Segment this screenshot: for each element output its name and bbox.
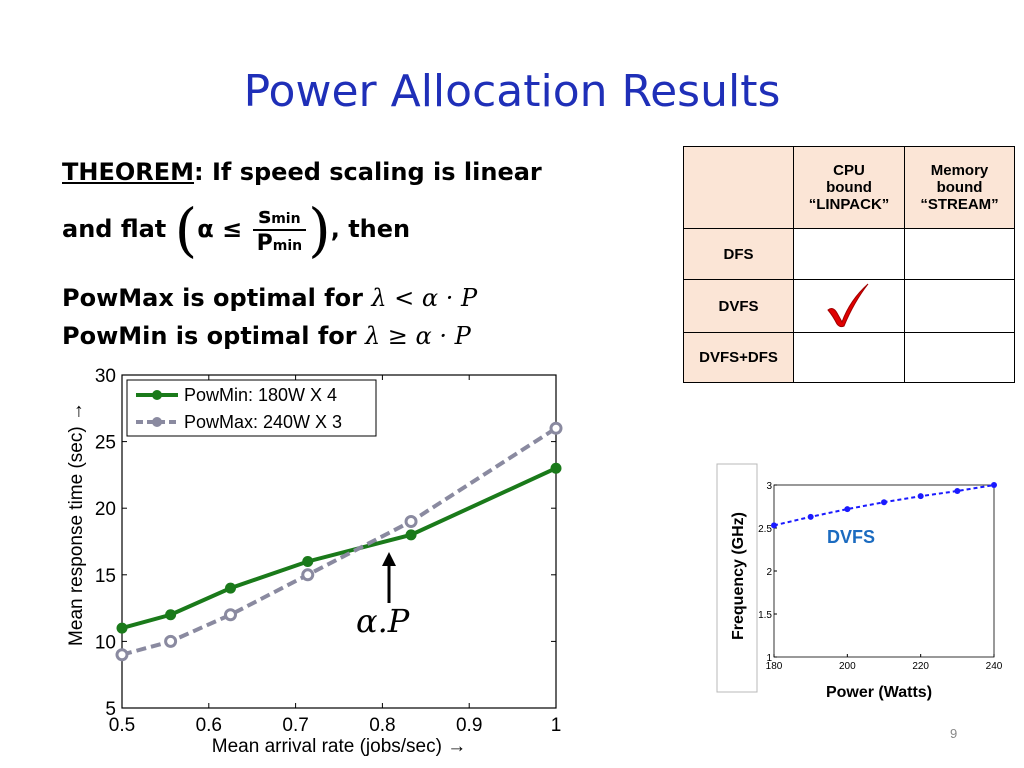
annotation-alpha-p: α.P <box>356 602 410 640</box>
annotation-arrowhead <box>382 552 396 566</box>
small-x-tick-label: 220 <box>912 661 929 672</box>
small-series-point <box>954 488 961 495</box>
series-point-0 <box>405 529 417 541</box>
page-number: 9 <box>950 726 958 741</box>
series-point-1 <box>224 608 237 622</box>
x-tick-label: 0.9 <box>456 715 482 736</box>
small-x-tick-label: 180 <box>766 661 783 672</box>
powmax-condition: λ < α · P <box>371 284 478 312</box>
small-y-tick-label: 3 <box>766 481 772 492</box>
legend-label-powmin: PowMin: 180W X 4 <box>184 385 337 405</box>
and-flat-text: and flat <box>62 215 167 243</box>
legend-marker-powmin <box>152 390 162 400</box>
row-label-dvfs-dfs: DVFS+DFS <box>683 332 794 383</box>
cell-dfs-memory <box>904 228 1015 280</box>
small-series-point <box>771 522 777 529</box>
legend-label-powmax: PowMax: 240W X 3 <box>184 412 342 432</box>
ylabel-box <box>716 463 758 693</box>
theorem-line-2: and flat (α ≤ smin Pmin ), then <box>62 196 410 264</box>
slide-title: Power Allocation Results <box>243 66 781 117</box>
alpha-symbol: α <box>197 215 214 243</box>
series-point-1 <box>404 515 418 529</box>
small-y-tick-label: 1.5 <box>758 610 772 621</box>
fraction: smin Pmin <box>252 204 307 256</box>
cell-dfs-cpu <box>793 228 905 280</box>
theorem-condition: : If speed scaling is linear <box>194 158 542 186</box>
x-tick-label: 0.5 <box>109 715 135 736</box>
series-point-0 <box>116 622 128 634</box>
table-corner-cell <box>683 146 794 229</box>
x-tick-label: 0.7 <box>282 715 308 736</box>
legend-marker-powmax <box>152 417 162 427</box>
right-paren: ) <box>308 196 331 264</box>
powmin-statement: PowMin is optimal for λ ≥ α · P <box>62 322 471 350</box>
small-y-tick-label: 1 <box>766 653 772 664</box>
dvfs-annotation: DVFS <box>827 527 875 547</box>
small-series-point <box>844 506 851 513</box>
powmax-text: PowMax is optimal for <box>62 284 363 312</box>
small-y-axis-label: Frequency (GHz) <box>730 512 747 640</box>
then-text: , then <box>330 215 411 243</box>
small-series-point <box>917 493 924 500</box>
checkmark-icon <box>827 283 869 328</box>
y-tick-label: 10 <box>95 632 116 653</box>
small-x-tick-label: 200 <box>839 661 856 672</box>
header-cpu-bound: CPU bound “LINPACK” <box>793 146 905 229</box>
y-tick-label: 20 <box>95 499 116 520</box>
cell-dvfs-memory <box>904 279 1015 333</box>
small-series-point <box>881 499 887 506</box>
left-paren: ( <box>174 196 198 264</box>
frac-denominator: P <box>256 231 273 256</box>
small-plot-frame <box>773 484 995 658</box>
series-point-0 <box>302 555 314 567</box>
series-line-0 <box>121 466 557 631</box>
frac-numerator-sub: min <box>271 211 301 227</box>
row-label-dfs: DFS <box>683 228 794 280</box>
leq-symbol: ≤ <box>222 215 243 243</box>
series-point-1 <box>549 421 563 435</box>
theorem-label: THEOREM <box>62 158 195 186</box>
small-series-point <box>991 482 997 488</box>
plot-frame <box>121 374 557 709</box>
series-point-1 <box>115 648 129 662</box>
cell-dvfs-cpu <box>793 279 905 333</box>
small-series-point <box>807 513 814 520</box>
x-tick-label: 0.8 <box>369 715 395 736</box>
y-tick-label: 25 <box>95 433 116 454</box>
small-x-tick-label: 240 <box>986 661 1003 672</box>
theorem-line-1: THEOREM: If speed scaling is linear <box>62 158 542 186</box>
header-memory-bound: Memory bound “STREAM” <box>904 146 1015 229</box>
series-point-1 <box>301 568 315 582</box>
frac-denominator-sub: min <box>272 238 303 254</box>
y-tick-label: 15 <box>95 566 116 587</box>
cell-dvfs-dfs-cpu <box>793 332 905 383</box>
series-point-0 <box>225 582 236 594</box>
series-line-1 <box>121 426 558 657</box>
powmax-statement: PowMax is optimal for λ < α · P <box>62 284 477 312</box>
powmin-condition: λ ≥ α · P <box>364 322 471 350</box>
y-axis-label: Mean response time (sec) → <box>66 402 87 646</box>
small-y-tick-label: 2.5 <box>758 524 772 535</box>
x-tick-label: 1 <box>551 715 562 736</box>
legend: PowMin: 180W X 4 PowMax: 240W X 3 <box>126 379 377 437</box>
series-point-0 <box>165 609 177 621</box>
y-tick-label: 30 <box>95 366 116 387</box>
series-point-1 <box>164 634 178 648</box>
frac-numerator: s <box>258 204 272 229</box>
y-tick-label: 5 <box>105 699 116 720</box>
series-point-0 <box>550 462 562 474</box>
row-label-dvfs: DVFS <box>683 279 794 333</box>
x-tick-label: 0.6 <box>196 715 222 736</box>
small-y-tick-label: 2 <box>766 567 772 578</box>
comparison-table: CPU bound “LINPACK” Memory bound “STREAM” DF… <box>683 146 1015 383</box>
small-x-axis-label: Power (Watts) <box>826 684 932 701</box>
x-axis-label: Mean arrival rate (jobs/sec) → <box>212 736 466 757</box>
cell-dvfs-dfs-memory <box>904 332 1015 383</box>
small-series-line <box>773 484 995 527</box>
powmin-text: PowMin is optimal for <box>62 322 357 350</box>
